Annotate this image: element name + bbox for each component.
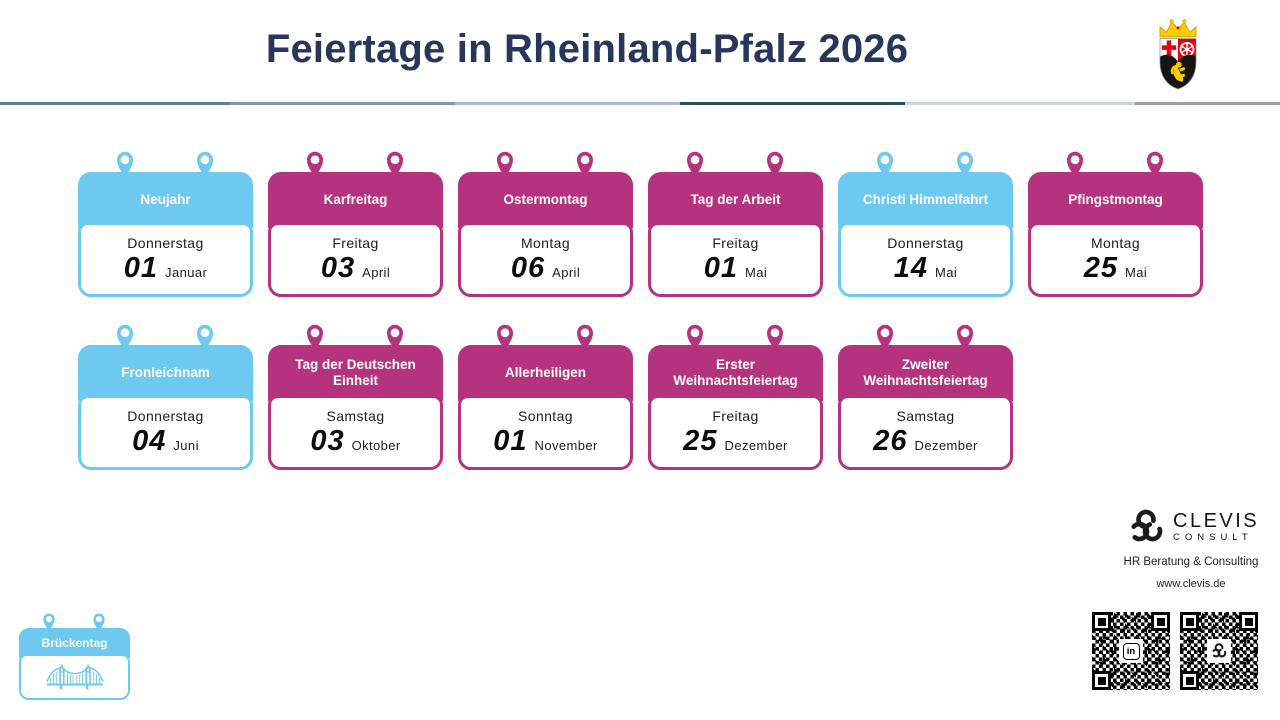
holiday-weekday: Donnerstag: [887, 234, 964, 251]
holiday-card-tag-der-deutschen-einheit: Tag der Deutschen Einheit Samstag 03 Okt…: [268, 324, 443, 470]
qr-finder: [1239, 612, 1258, 631]
holiday-month: Dezember: [914, 437, 978, 453]
qr-finder: [1180, 612, 1199, 631]
holiday-month: Januar: [165, 264, 208, 280]
holiday-name: Tag der Deutschen Einheit: [268, 345, 443, 401]
holiday-weekday: Donnerstag: [127, 234, 204, 251]
holiday-month: April: [552, 264, 581, 280]
brand-name: CLEVIS: [1173, 510, 1260, 533]
holiday-weekday: Donnerstag: [127, 407, 204, 424]
holiday-card-karfreitag: Karfreitag Freitag 03 April: [268, 151, 443, 297]
clevis-knot-icon: [1210, 642, 1228, 659]
holiday-weekday: Sonntag: [518, 407, 573, 424]
clevis-logo: CLEVIS CONSULT: [1126, 507, 1259, 547]
qr-finder: [1092, 671, 1111, 690]
holiday-day: 03: [310, 424, 345, 457]
qr-finder: [1151, 612, 1170, 631]
brand-tagline: HR Beratung & Consulting: [1123, 556, 1259, 568]
holiday-card-pfingstmontag: Pfingstmontag Montag 25 Mai: [1028, 151, 1203, 297]
holiday-day: 25: [1083, 251, 1119, 284]
holiday-month: April: [362, 264, 391, 280]
holiday-day: 14: [893, 251, 929, 284]
holiday-weekday: Freitag: [712, 407, 759, 424]
qr-code-clevis: [1180, 612, 1258, 690]
holiday-day: 06: [510, 251, 546, 284]
holiday-card-allerheiligen: Allerheiligen Sonntag 01 November: [458, 324, 633, 470]
holiday-card-erster-weihnachtsfeiertag: Erster Weihnachtsfeiertag Freitag 25 Dez…: [648, 324, 823, 470]
qr-finder: [1092, 612, 1111, 631]
holiday-card-tag-der-arbeit: Tag der Arbeit Freitag 01 Mai: [648, 151, 823, 297]
holiday-month: Juni: [173, 437, 199, 453]
header-divider: [0, 102, 1280, 105]
qr-code-linkedin: in: [1092, 612, 1170, 690]
holiday-weekday: Freitag: [332, 234, 379, 251]
holiday-name: Erster Weihnachtsfeiertag: [648, 345, 823, 401]
website-url: www.clevis.de: [1156, 578, 1226, 590]
holiday-day: 03: [320, 251, 356, 284]
holiday-day: 01: [493, 424, 528, 457]
holiday-weekday: Montag: [1090, 234, 1141, 251]
holiday-day: 26: [873, 424, 908, 457]
holiday-month: Mai: [745, 264, 768, 280]
holiday-day: 01: [123, 251, 159, 284]
linkedin-icon: in: [1122, 642, 1140, 660]
holiday-row-2: Fronleichnam Donnerstag 04 Juni Tag der …: [78, 324, 1013, 470]
holiday-card-neujahr: Neujahr Donnerstag 01 Januar: [78, 151, 253, 297]
holiday-day: 25: [683, 424, 718, 457]
holiday-name: Karfreitag: [268, 172, 443, 228]
holiday-month: Mai: [1125, 264, 1148, 280]
holiday-row-1: Neujahr Donnerstag 01 Januar Karfreitag …: [78, 151, 1203, 297]
brand-subtitle: CONSULT: [1173, 532, 1253, 544]
rheinland-pfalz-crest-icon: [1159, 19, 1197, 90]
holiday-card-zweiter-weihnachtsfeiertag: Zweiter Weihnachtsfeiertag Samstag 26 De…: [838, 324, 1013, 470]
holiday-day: 04: [132, 424, 167, 457]
holiday-card-fronleichnam: Fronleichnam Donnerstag 04 Juni: [78, 324, 253, 470]
holiday-name: Tag der Arbeit: [648, 172, 823, 228]
bridge-icon: [45, 663, 104, 690]
holiday-name: Allerheiligen: [458, 345, 633, 401]
holiday-name: Zweiter Weihnachtsfeiertag: [838, 345, 1013, 401]
clevis-knot-icon: [1126, 507, 1166, 547]
holiday-card-christi-himmelfahrt: Christi Himmelfahrt Donnerstag 14 Mai: [838, 151, 1013, 297]
holiday-name: Pfingstmontag: [1028, 172, 1203, 228]
holiday-card-ostermontag: Ostermontag Montag 06 April: [458, 151, 633, 297]
legend-label: Brückentag: [19, 628, 130, 658]
holiday-weekday: Montag: [520, 234, 571, 251]
holiday-name: Ostermontag: [458, 172, 633, 228]
legend-brueckentag: Brückentag: [19, 613, 130, 700]
page-title: Feiertage in Rheinland-Pfalz 2026: [265, 27, 909, 71]
holiday-weekday: Freitag: [712, 234, 759, 251]
qr-finder: [1180, 671, 1199, 690]
holiday-month: November: [534, 437, 598, 453]
holiday-name: Neujahr: [78, 172, 253, 228]
holiday-weekday: Samstag: [326, 407, 385, 424]
holiday-month: Mai: [935, 264, 958, 280]
holiday-weekday: Samstag: [896, 407, 955, 424]
holiday-day: 01: [703, 251, 739, 284]
holiday-name: Fronleichnam: [78, 345, 253, 401]
holiday-month: Dezember: [724, 437, 788, 453]
holiday-month: Oktober: [351, 437, 401, 453]
holiday-name: Christi Himmelfahrt: [838, 172, 1013, 228]
